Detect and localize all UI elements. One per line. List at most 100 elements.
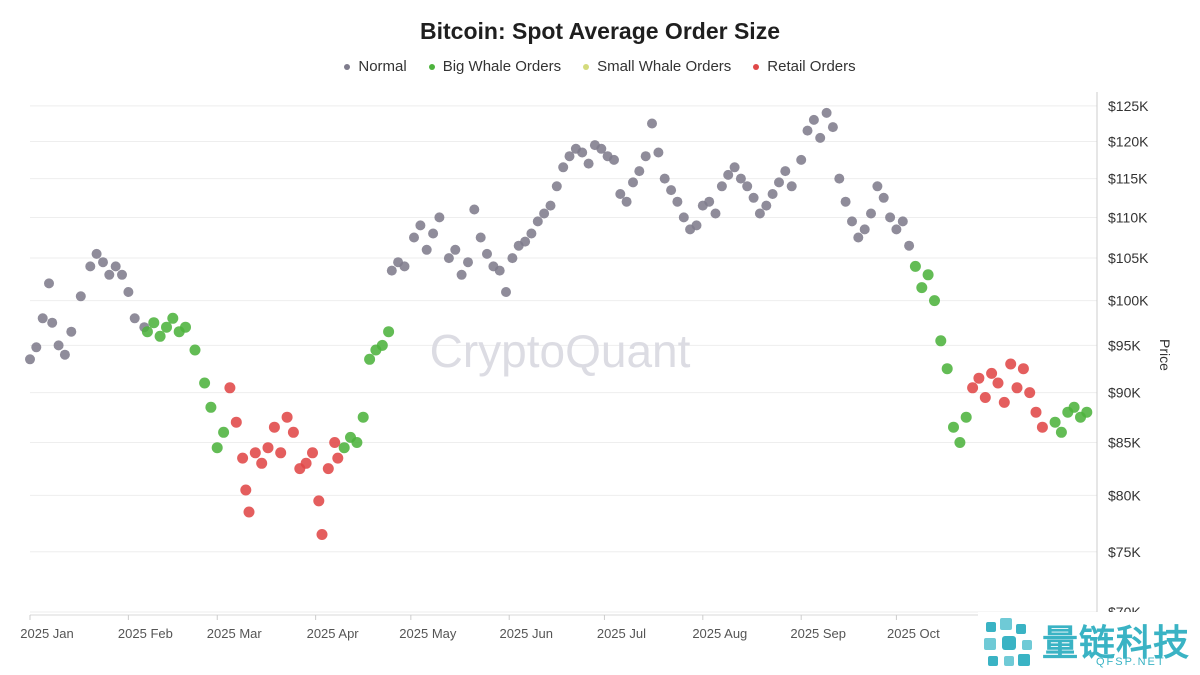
point-normal[interactable] xyxy=(526,228,537,239)
point-normal[interactable] xyxy=(117,269,127,280)
point-normal[interactable] xyxy=(821,107,832,118)
point-normal[interactable] xyxy=(469,204,480,215)
point-retail-orders[interactable] xyxy=(224,382,236,394)
point-normal[interactable] xyxy=(494,265,505,276)
point-normal[interactable] xyxy=(558,162,569,173)
point-normal[interactable] xyxy=(104,269,115,280)
point-normal[interactable] xyxy=(634,166,645,177)
point-retail-orders[interactable] xyxy=(281,411,293,423)
point-normal[interactable] xyxy=(91,248,102,259)
point-normal[interactable] xyxy=(110,261,121,272)
point-retail-orders[interactable] xyxy=(1005,358,1017,370)
point-big-whale-orders[interactable] xyxy=(141,326,153,338)
point-normal[interactable] xyxy=(761,200,772,211)
point-normal[interactable] xyxy=(904,240,915,251)
point-big-whale-orders[interactable] xyxy=(960,411,972,423)
point-big-whale-orders[interactable] xyxy=(148,317,160,329)
point-normal[interactable] xyxy=(729,162,740,173)
point-retail-orders[interactable] xyxy=(1036,421,1048,433)
point-normal[interactable] xyxy=(808,114,819,125)
point-normal[interactable] xyxy=(47,317,58,328)
point-normal[interactable] xyxy=(735,173,746,184)
legend-item-retail[interactable]: Retail Orders xyxy=(753,58,856,75)
point-big-whale-orders[interactable] xyxy=(383,326,395,338)
point-retail-orders[interactable] xyxy=(316,529,328,540)
point-normal[interactable] xyxy=(450,244,461,255)
point-normal[interactable] xyxy=(564,151,575,162)
point-normal[interactable] xyxy=(723,169,734,180)
point-normal[interactable] xyxy=(872,181,883,192)
point-normal[interactable] xyxy=(386,265,397,276)
point-normal[interactable] xyxy=(847,216,857,227)
point-retail-orders[interactable] xyxy=(240,484,252,496)
point-big-whale-orders[interactable] xyxy=(154,330,166,342)
point-normal[interactable] xyxy=(66,326,77,337)
point-normal[interactable] xyxy=(37,313,48,324)
point-normal[interactable] xyxy=(640,151,651,162)
point-normal[interactable] xyxy=(853,232,864,243)
point-normal[interactable] xyxy=(596,143,607,154)
point-normal[interactable] xyxy=(786,181,797,192)
point-normal[interactable] xyxy=(463,257,473,268)
point-big-whale-orders[interactable] xyxy=(1081,406,1093,418)
point-big-whale-orders[interactable] xyxy=(189,344,201,356)
point-big-whale-orders[interactable] xyxy=(909,260,921,272)
point-normal[interactable] xyxy=(716,181,727,192)
point-retail-orders[interactable] xyxy=(1011,382,1023,394)
point-normal[interactable] xyxy=(678,212,689,223)
point-normal[interactable] xyxy=(507,253,518,264)
point-normal[interactable] xyxy=(25,354,35,365)
point-normal[interactable] xyxy=(754,208,765,219)
point-big-whale-orders[interactable] xyxy=(338,442,350,454)
point-retail-orders[interactable] xyxy=(1024,387,1036,399)
point-normal[interactable] xyxy=(748,192,759,203)
point-normal[interactable] xyxy=(891,224,902,235)
point-retail-orders[interactable] xyxy=(1017,363,1029,375)
point-normal[interactable] xyxy=(539,208,550,219)
point-normal[interactable] xyxy=(482,248,492,259)
point-normal[interactable] xyxy=(421,244,432,255)
point-normal[interactable] xyxy=(415,220,426,231)
point-normal[interactable] xyxy=(551,181,562,192)
point-big-whale-orders[interactable] xyxy=(357,411,369,423)
point-retail-orders[interactable] xyxy=(256,457,268,469)
point-normal[interactable] xyxy=(885,212,896,223)
point-big-whale-orders[interactable] xyxy=(376,339,388,351)
point-normal[interactable] xyxy=(532,216,543,227)
point-normal[interactable] xyxy=(774,177,784,188)
point-normal[interactable] xyxy=(75,291,86,302)
point-normal[interactable] xyxy=(897,216,908,227)
point-retail-orders[interactable] xyxy=(992,377,1004,389)
point-normal[interactable] xyxy=(780,166,791,177)
point-normal[interactable] xyxy=(609,154,619,165)
point-normal[interactable] xyxy=(53,340,64,351)
point-normal[interactable] xyxy=(399,261,410,272)
point-retail-orders[interactable] xyxy=(307,447,318,459)
legend-item-small-whale[interactable]: Small Whale Orders xyxy=(583,58,731,75)
point-normal[interactable] xyxy=(123,287,134,297)
point-normal[interactable] xyxy=(859,224,870,235)
point-retail-orders[interactable] xyxy=(967,382,979,394)
point-normal[interactable] xyxy=(840,196,851,207)
point-normal[interactable] xyxy=(653,147,664,158)
point-normal[interactable] xyxy=(501,287,511,297)
point-retail-orders[interactable] xyxy=(1030,406,1042,418)
point-normal[interactable] xyxy=(647,118,657,129)
point-big-whale-orders[interactable] xyxy=(929,295,940,307)
point-normal[interactable] xyxy=(666,185,677,196)
point-retail-orders[interactable] xyxy=(329,437,341,448)
point-normal[interactable] xyxy=(827,122,838,133)
point-normal[interactable] xyxy=(878,192,889,203)
point-normal[interactable] xyxy=(129,313,140,324)
point-retail-orders[interactable] xyxy=(237,452,249,464)
point-normal[interactable] xyxy=(44,278,54,289)
point-retail-orders[interactable] xyxy=(973,372,985,384)
point-normal[interactable] xyxy=(98,257,108,268)
point-normal[interactable] xyxy=(443,253,454,264)
point-normal[interactable] xyxy=(742,181,753,192)
point-normal[interactable] xyxy=(866,208,876,219)
point-normal[interactable] xyxy=(615,189,626,199)
point-retail-orders[interactable] xyxy=(249,447,261,459)
point-big-whale-orders[interactable] xyxy=(1055,426,1067,438)
point-big-whale-orders[interactable] xyxy=(948,421,959,433)
